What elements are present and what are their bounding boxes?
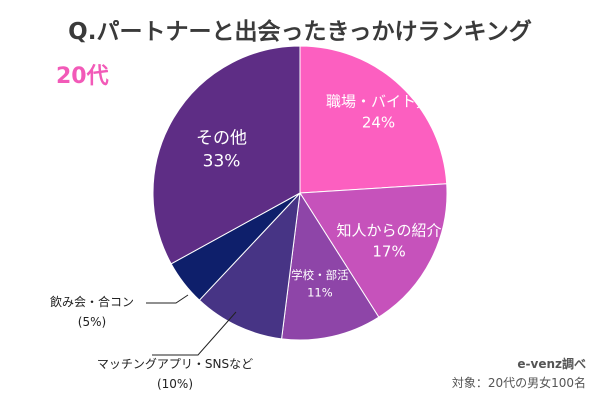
slice-value-label: 11% — [307, 285, 333, 299]
chart-title: Q.パートナーと出会ったきっかけランキング — [68, 19, 532, 45]
slice-label: 知人からの紹介 — [337, 221, 442, 239]
pie-slice — [299, 45, 448, 194]
slice-value-label: 17% — [372, 242, 405, 260]
slice-label: 職場・バイト先 — [326, 92, 431, 110]
pie-slice — [152, 45, 301, 265]
slice-label: その他 — [196, 129, 247, 149]
slice-label: 学校・部活 — [291, 268, 349, 282]
slice-value-label: 24% — [362, 113, 395, 131]
leader-line — [146, 294, 189, 304]
slice-label: 飲み会・合コン — [50, 294, 134, 309]
pie-slice — [299, 183, 448, 318]
source-credit: e-venz調べ — [517, 357, 586, 371]
pie-slice — [281, 191, 380, 341]
slice-value-label: (5%) — [78, 315, 106, 329]
survey-target-note: 対象：20代の男女100名 — [451, 376, 586, 390]
pie-slice — [198, 191, 301, 340]
chart-subtitle: 20代 — [56, 64, 109, 89]
leader-line — [152, 311, 237, 356]
slice-label: マッチングアプリ・SNSなど — [97, 357, 253, 371]
slice-value-label: 33% — [203, 152, 241, 172]
slice-value-label: (10%) — [157, 377, 193, 391]
